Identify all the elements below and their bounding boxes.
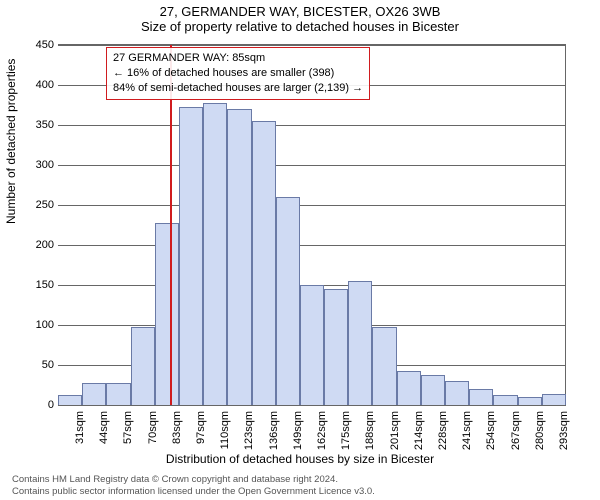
x-tick-label: 293sqm [558,411,570,450]
gridline [58,405,566,406]
y-tick-label: 100 [14,319,54,331]
x-tick-label: 214sqm [413,411,425,450]
histogram-bar [469,389,493,405]
page-subtitle: Size of property relative to detached ho… [0,19,600,36]
x-tick-label: 123sqm [243,411,255,450]
histogram-bar [300,285,324,405]
histogram-bar [155,223,179,405]
x-tick-label: 83sqm [171,411,183,444]
histogram-bar [324,289,348,405]
callout-line: 27 GERMANDER WAY: 85sqm [113,51,363,66]
gridline [58,245,566,246]
gridline [58,45,566,46]
histogram-bar [252,121,276,405]
x-tick-label: 254sqm [485,411,497,450]
histogram-bar [131,327,155,405]
x-tick-label: 162sqm [316,411,328,450]
x-tick-label: 110sqm [219,411,231,449]
page-title: 27, GERMANDER WAY, BICESTER, OX26 3WB [0,0,600,19]
gridline [58,205,566,206]
attribution-line: Contains HM Land Registry data © Crown c… [12,474,375,485]
y-tick-label: 350 [14,119,54,131]
x-tick-label: 149sqm [292,411,304,450]
histogram-bar [227,109,251,405]
attribution-line: Contains public sector information licen… [12,486,375,497]
x-tick-label: 241sqm [461,411,473,450]
x-tick-label: 31sqm [74,411,86,444]
y-tick-label: 450 [14,39,54,51]
x-tick-label: 201sqm [389,411,401,450]
histogram-bar [372,327,396,405]
histogram-bar [397,371,421,405]
y-tick-label: 200 [14,239,54,251]
callout-line: 84% of semi-detached houses are larger (… [113,81,363,96]
histogram-bar [179,107,203,405]
histogram-bar [493,395,517,405]
histogram-bar [542,394,566,405]
histogram-bar [82,383,106,405]
attribution-text: Contains HM Land Registry data © Crown c… [12,474,375,497]
x-tick-label: 228sqm [437,411,449,450]
x-axis-label: Distribution of detached houses by size … [0,452,600,466]
x-tick-label: 70sqm [147,411,159,444]
histogram-bar [106,383,130,405]
gridline [58,165,566,166]
x-tick-label: 188sqm [364,411,376,450]
gridline [58,125,566,126]
chart-plot-area: 05010015020025030035040045031sqm44sqm57s… [58,44,566,404]
histogram-bar [276,197,300,405]
x-tick-label: 267sqm [510,411,522,450]
histogram-bar [58,395,82,405]
histogram-bar [348,281,372,405]
x-tick-label: 44sqm [98,411,110,444]
histogram-bar [203,103,227,405]
y-tick-label: 250 [14,199,54,211]
y-tick-label: 50 [14,359,54,371]
x-tick-label: 280sqm [534,411,546,450]
x-tick-label: 97sqm [195,411,207,444]
x-tick-label: 136sqm [268,411,280,450]
y-tick-label: 400 [14,79,54,91]
histogram-bar [421,375,445,405]
y-tick-label: 0 [14,399,54,411]
x-tick-label: 57sqm [122,411,134,444]
histogram-bar [518,397,542,405]
marker-callout: 27 GERMANDER WAY: 85sqm← 16% of detached… [106,47,370,100]
callout-line: ← 16% of detached houses are smaller (39… [113,66,363,81]
y-tick-label: 150 [14,279,54,291]
histogram-bar [445,381,469,405]
x-tick-label: 175sqm [340,411,352,450]
y-tick-label: 300 [14,159,54,171]
